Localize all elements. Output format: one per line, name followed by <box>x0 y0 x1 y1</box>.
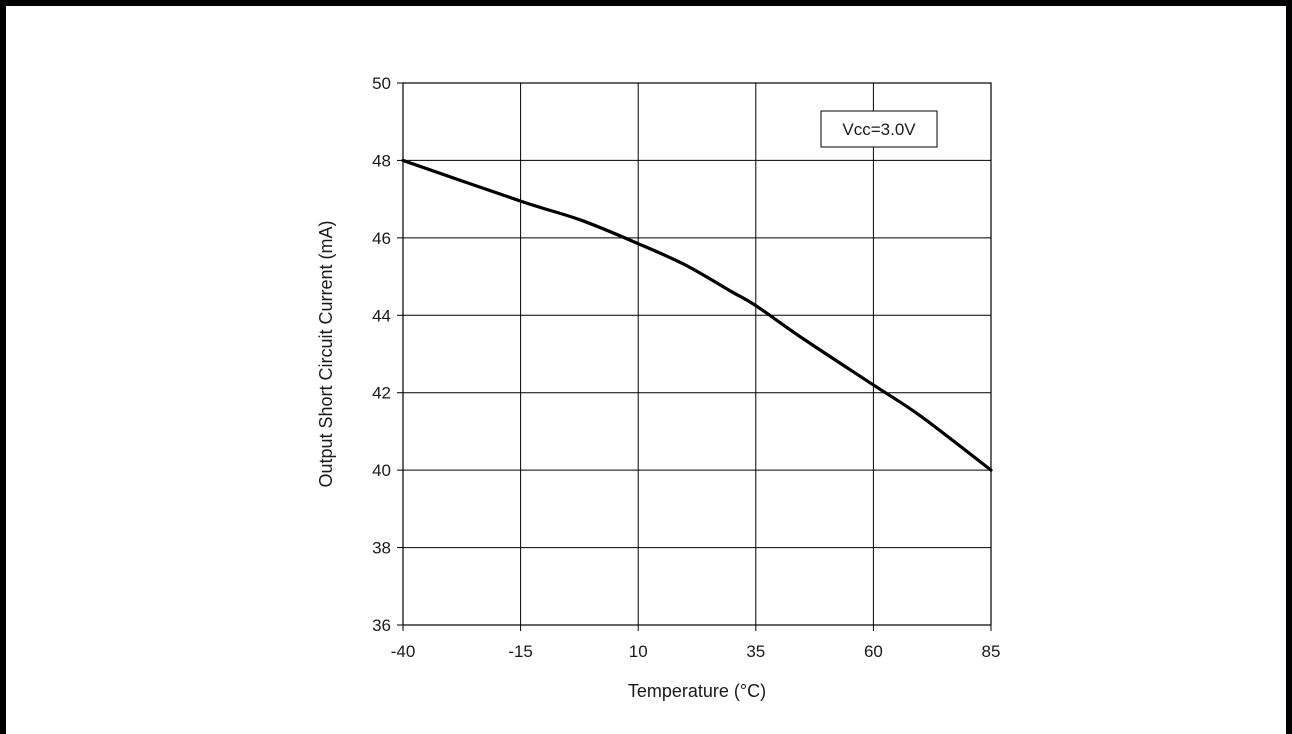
annotation-label: Vcc=3.0V <box>842 120 916 139</box>
y-tick-label: 42 <box>372 384 391 403</box>
y-tick-label: 40 <box>372 461 391 480</box>
x-axis-ticks: -40 -15 10 35 60 85 <box>391 625 1001 661</box>
y-tick-label: 36 <box>372 616 391 635</box>
y-axis-ticks: 36 38 40 42 44 46 48 50 <box>372 74 403 635</box>
y-tick-label: 50 <box>372 74 391 93</box>
x-tick-label: 35 <box>746 642 765 661</box>
y-axis-title: Output Short Circuit Current (mA) <box>316 220 336 487</box>
x-tick-label: 60 <box>864 642 883 661</box>
y-tick-label: 46 <box>372 229 391 248</box>
annotation-box-border <box>820 110 938 148</box>
x-axis-title: Temperature (°C) <box>628 681 766 701</box>
y-tick-label: 44 <box>372 306 391 325</box>
x-tick-label: 85 <box>982 642 1001 661</box>
plot-area <box>402 82 992 626</box>
x-tick-label: 10 <box>629 642 648 661</box>
grid <box>403 83 991 625</box>
x-tick-label: -15 <box>508 642 533 661</box>
x-tick-label: -40 <box>391 642 416 661</box>
series-layer <box>401 158 993 472</box>
annotation-box: Vcc=3.0V <box>820 110 938 148</box>
series-line <box>401 158 993 472</box>
y-tick-label: 48 <box>372 151 391 170</box>
y-tick-label: 38 <box>372 539 391 558</box>
